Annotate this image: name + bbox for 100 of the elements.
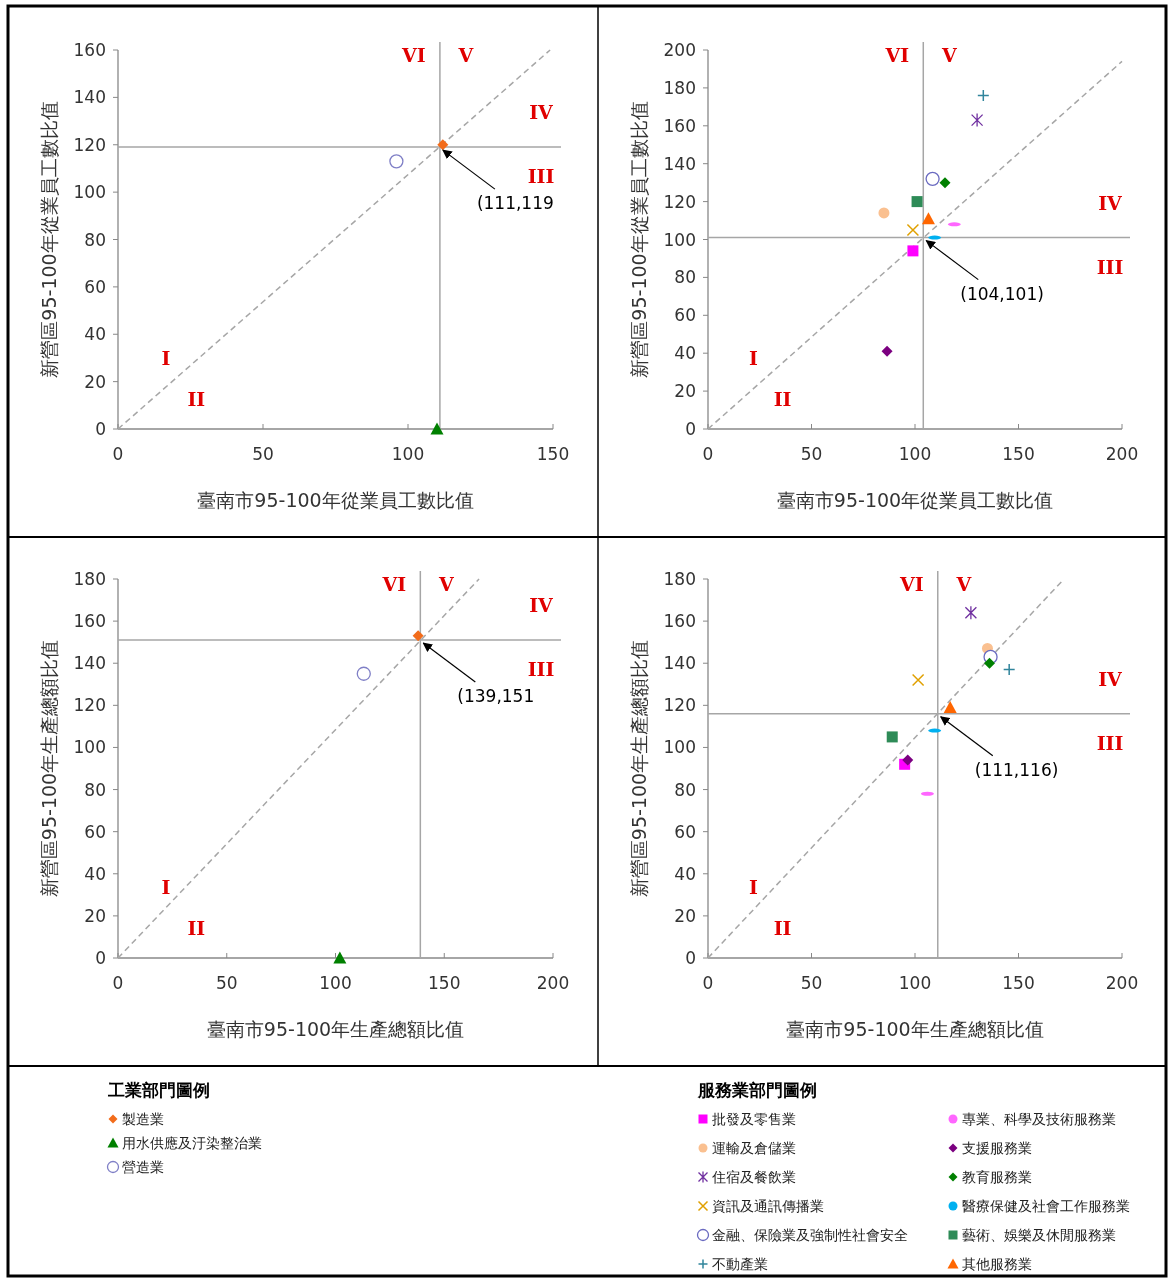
point — [886, 731, 898, 743]
annotation: V — [457, 44, 475, 66]
x-tick-label: 200 — [1105, 444, 1139, 464]
annotation: V — [955, 573, 973, 595]
x-axis-title: 臺南市95-100年生產總額比值 — [206, 1018, 465, 1040]
y-tick-label: 20 — [674, 905, 696, 926]
point — [921, 212, 935, 225]
y-tick-label: 140 — [73, 87, 106, 108]
annotation: (139,151 — [457, 686, 535, 707]
y-tick-label: 100 — [73, 737, 106, 758]
point — [902, 754, 914, 766]
annotation: V — [940, 44, 958, 66]
y-tick-label: 160 — [73, 611, 106, 632]
y-tick-label: 80 — [674, 267, 696, 288]
legend-label: 資訊及通訊傳播業 — [712, 1198, 824, 1214]
y-tick-label: 100 — [73, 182, 106, 203]
x-axis-title: 臺南市95-100年生產總額比值 — [786, 1018, 1044, 1040]
y-tick-label: 20 — [84, 371, 106, 392]
x-tick-label: 150 — [428, 973, 461, 993]
annotation: I — [749, 875, 759, 898]
point — [964, 605, 978, 620]
annotation: VI — [381, 573, 407, 595]
x-tick-label: 0 — [702, 973, 714, 993]
legend-title: 服務業部門圖例 — [697, 1080, 817, 1100]
point — [389, 154, 404, 169]
y-tick-label: 40 — [674, 343, 696, 364]
y-axis-title: 新營區95-100年生產總額比值 — [38, 639, 60, 898]
annotation: III — [527, 658, 555, 681]
y-tick-label: 100 — [663, 737, 696, 758]
y-axis-title: 新營區95-100年從業員工數比值 — [628, 101, 650, 378]
y-tick-label: 40 — [84, 863, 106, 884]
y-tick-label: 100 — [663, 229, 696, 250]
annotation: III — [527, 165, 555, 188]
point — [430, 422, 444, 435]
x-axis-title: 臺南市95-100年從業員工數比值 — [776, 489, 1054, 511]
annotation: IV — [529, 594, 555, 617]
legend-label: 金融、保險業及強制性社會安全 — [712, 1227, 908, 1243]
annotation: I — [161, 875, 171, 898]
y-tick-label: 160 — [73, 40, 106, 60]
x-tick-label: 200 — [536, 973, 570, 993]
annotation: (111,119 — [476, 193, 554, 214]
y-tick-label: 20 — [84, 905, 106, 926]
x-tick-label: 100 — [898, 973, 932, 993]
y-tick-label: 60 — [84, 821, 106, 842]
legend-label: 製造業 — [122, 1111, 164, 1127]
y-tick-label: 0 — [95, 948, 106, 968]
annotation: V — [437, 573, 455, 595]
point — [881, 345, 893, 357]
y-tick-label: 0 — [685, 948, 696, 968]
y-tick-label: 80 — [84, 779, 106, 800]
annotation: II — [187, 917, 206, 940]
y-tick-label: 120 — [73, 134, 106, 155]
y-tick-label: 180 — [73, 569, 106, 589]
y-tick-label: 0 — [95, 419, 106, 439]
y-tick-label: 140 — [663, 653, 696, 674]
point — [925, 171, 940, 187]
point — [907, 245, 919, 257]
point — [1002, 663, 1016, 676]
point — [437, 139, 449, 151]
annotation: III — [1096, 255, 1124, 278]
y-tick-label: 20 — [674, 381, 696, 402]
x-tick-label: 150 — [536, 444, 570, 464]
y-tick-label: 80 — [674, 779, 696, 800]
y-tick-label: 120 — [663, 191, 696, 212]
y-tick-label: 180 — [663, 77, 696, 98]
point — [333, 951, 347, 964]
point — [943, 700, 957, 713]
annotation: IV — [529, 101, 555, 124]
y-tick-label: 120 — [73, 695, 106, 716]
legend-label: 支援服務業 — [962, 1140, 1032, 1156]
annotation: IV — [1098, 191, 1124, 214]
x-tick-label: 0 — [112, 973, 124, 993]
y-tick-label: 80 — [84, 229, 106, 250]
annotation: II — [773, 388, 792, 411]
y-tick-label: 140 — [663, 153, 696, 174]
annotation: I — [161, 346, 171, 369]
point — [984, 657, 996, 669]
legend-label: 住宿及餐飲業 — [711, 1169, 796, 1185]
y-tick-label: 180 — [663, 569, 696, 589]
x-tick-label: 200 — [1105, 973, 1139, 993]
annotation: VI — [884, 44, 910, 66]
point — [356, 666, 371, 681]
annotation: II — [773, 917, 792, 940]
x-tick-label: 50 — [252, 444, 274, 464]
x-tick-label: 100 — [898, 444, 932, 464]
y-tick-label: 40 — [84, 324, 106, 345]
x-tick-label: 50 — [215, 973, 238, 993]
annotation: (111,116) — [974, 759, 1059, 780]
y-tick-label: 200 — [663, 40, 696, 60]
y-tick-label: 120 — [663, 695, 696, 716]
x-tick-label: 0 — [112, 444, 124, 464]
annotation: VI — [898, 573, 924, 595]
point — [911, 196, 923, 208]
legend-label: 其他服務業 — [962, 1256, 1032, 1272]
y-axis-title: 新營區95-100年從業員工數比值 — [38, 101, 60, 378]
legend-label: 用水供應及汙染整治業 — [122, 1135, 262, 1151]
point — [878, 207, 890, 219]
annotation: (104,101) — [960, 283, 1044, 304]
point — [412, 630, 424, 642]
y-tick-label: 60 — [674, 821, 696, 842]
